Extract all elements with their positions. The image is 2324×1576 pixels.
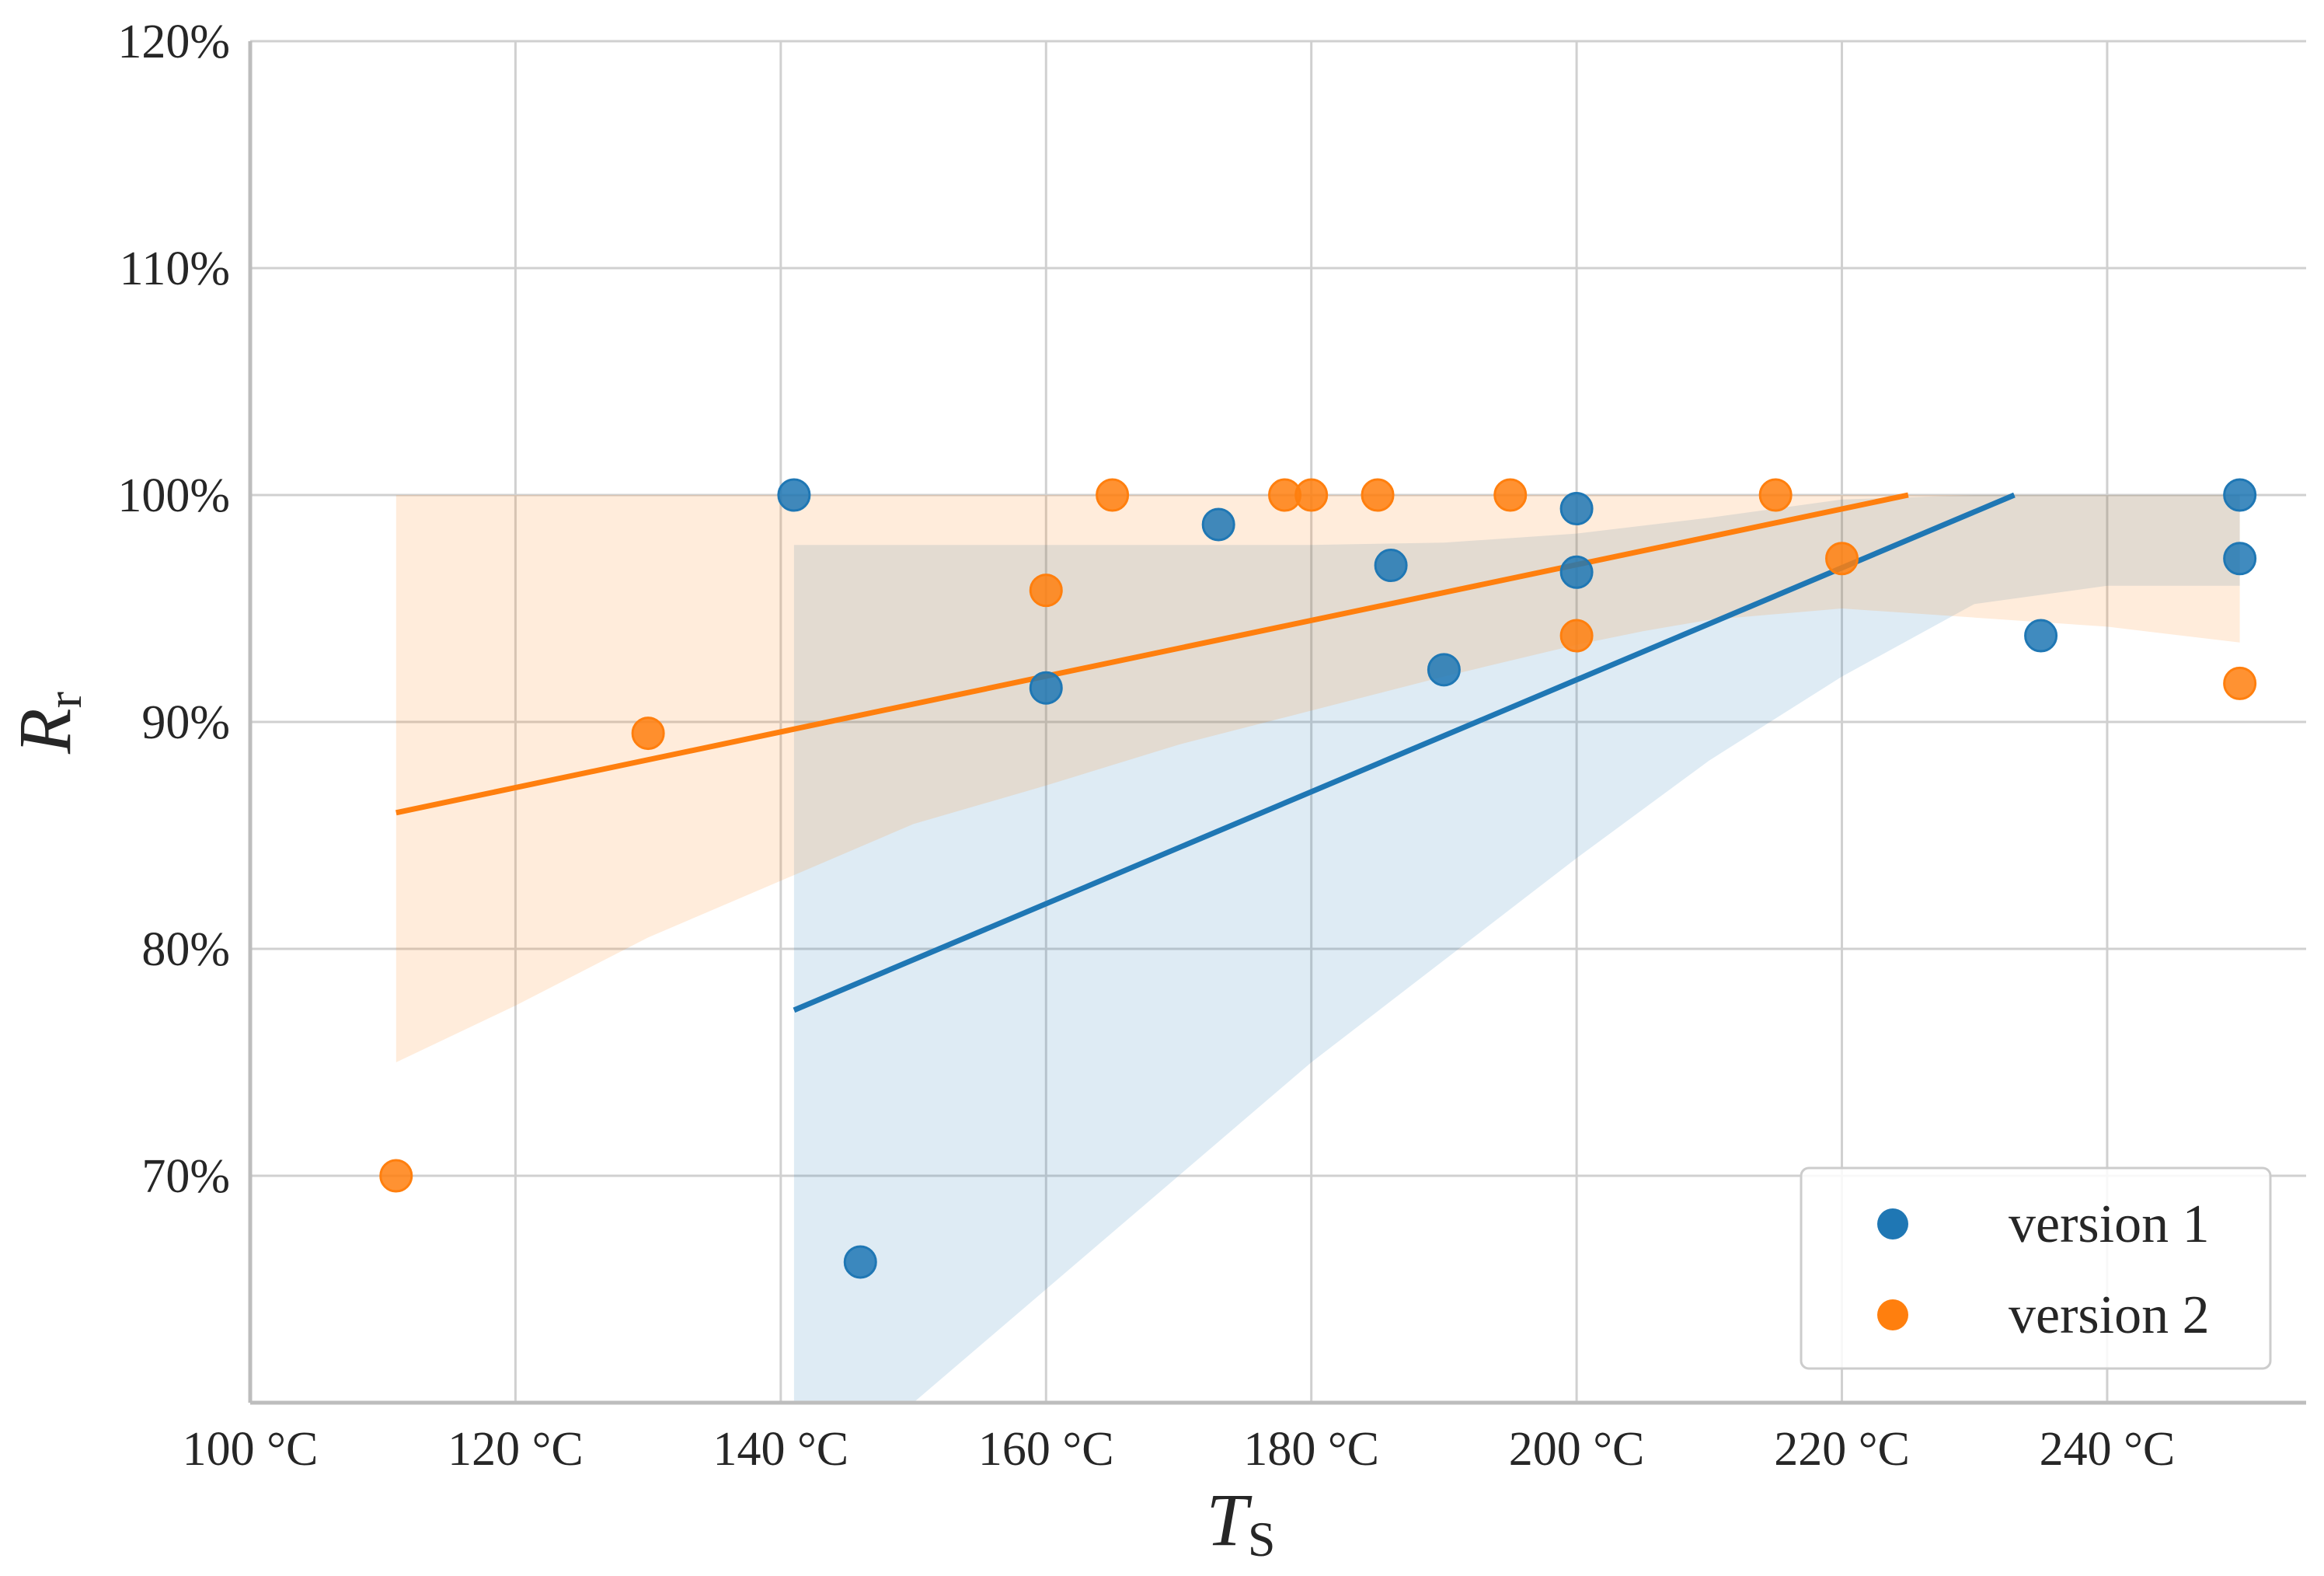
data-point-series-1-7 <box>1559 555 1594 589</box>
x-tick-label-7: 240 °C <box>2040 1423 2176 1476</box>
data-point-series-2-6 <box>1361 478 1395 512</box>
y-tick-label-2: 90% <box>141 696 230 749</box>
data-point-series-1-4 <box>1374 549 1408 583</box>
data-point-series-2-2 <box>1029 574 1063 608</box>
data-point-series-1-10 <box>2223 542 2257 576</box>
x-axis-title: TS <box>1207 1478 1276 1567</box>
legend-label-version-2: version 2 <box>2009 1285 2210 1345</box>
x-tick-label-2: 140 °C <box>713 1423 849 1476</box>
x-tick-label-0: 100 °C <box>183 1423 319 1476</box>
y-tick-label-1: 80% <box>141 923 230 976</box>
x-tick-label-4: 180 °C <box>1243 1423 1379 1476</box>
data-point-series-1-3 <box>1201 507 1235 542</box>
data-point-series-1-9 <box>2223 478 2257 512</box>
y-axis-title: Rr <box>3 692 92 755</box>
y-tick-label-3: 100% <box>117 469 230 522</box>
grid-lines <box>249 40 2306 1403</box>
fit-line-series-1 <box>793 492 2016 1013</box>
data-point-series-2-10 <box>1825 542 1859 576</box>
regression-lines <box>395 492 2016 1013</box>
data-point-series-1-5 <box>1427 653 1461 687</box>
data-point-series-1-2 <box>1029 671 1063 705</box>
y-tick-label-0: 70% <box>141 1150 230 1203</box>
legend-label-version-1: version 1 <box>2009 1194 2210 1254</box>
data-points <box>379 478 2257 1279</box>
data-point-series-1-0 <box>777 478 811 512</box>
legend: version 1 version 2 <box>1800 1166 2272 1370</box>
x-tick-label-5: 200 °C <box>1509 1423 1645 1476</box>
confidence-band-series-2 <box>395 495 2240 1062</box>
data-point-series-2-5 <box>1294 478 1329 512</box>
y-tick-labels: 70% 80% 90% 100% 110% 120% <box>117 16 230 1203</box>
data-point-series-2-11 <box>2223 666 2257 700</box>
confidence-bands <box>395 495 2240 1403</box>
data-point-series-2-9 <box>1758 478 1793 512</box>
x-tick-labels: 100 °C 120 °C 140 °C 160 °C 180 °C 200 °C 220 … <box>183 1423 2176 1476</box>
data-point-series-2-8 <box>1559 619 1594 653</box>
data-point-series-1-6 <box>1559 492 1594 526</box>
data-point-series-2-3 <box>1096 478 1130 512</box>
y-tick-label-5: 120% <box>117 16 230 68</box>
x-tick-label-1: 120 °C <box>448 1423 584 1476</box>
x-tick-label-3: 160 °C <box>978 1423 1114 1476</box>
data-point-series-2-0 <box>379 1159 413 1193</box>
legend-marker-version-2 <box>1877 1299 1908 1330</box>
x-tick-label-6: 220 °C <box>1774 1423 1910 1476</box>
confidence-band-series-1 <box>793 495 2240 1403</box>
legend-box <box>1800 1166 2272 1370</box>
data-point-series-1-1 <box>843 1245 877 1279</box>
fit-line-series-2 <box>395 492 1909 816</box>
data-point-series-2-1 <box>631 717 665 751</box>
data-point-series-2-7 <box>1493 478 1528 512</box>
legend-marker-version-1 <box>1877 1208 1908 1240</box>
y-tick-label-4: 110% <box>120 242 230 295</box>
axes-frame <box>248 41 2306 1405</box>
data-point-series-1-8 <box>2024 619 2058 653</box>
